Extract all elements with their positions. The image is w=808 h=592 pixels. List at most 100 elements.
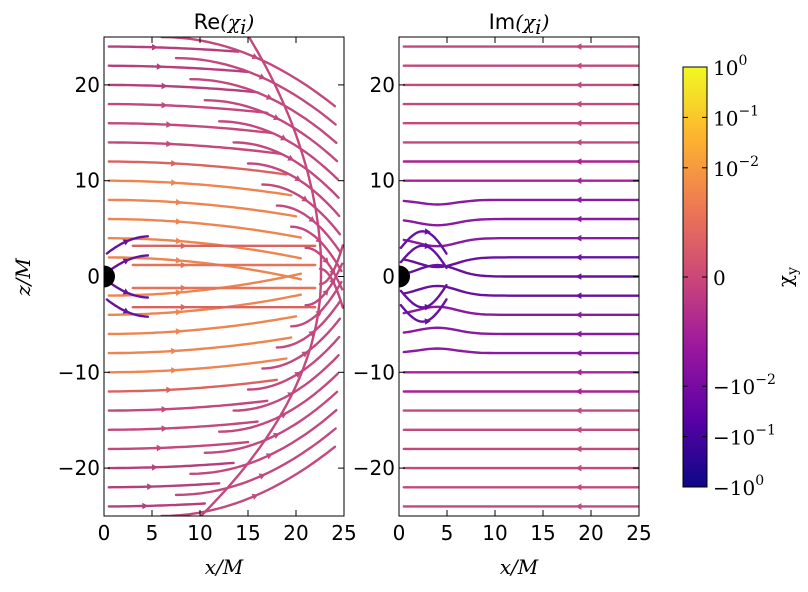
flow-arrow: [171, 179, 178, 186]
streamline: [107, 45, 240, 53]
streamline: [174, 427, 337, 497]
streamline: [318, 244, 344, 286]
streamline: [402, 237, 639, 248]
panel-a-title: Re(χi): [194, 10, 255, 39]
flow-arrow: [180, 303, 187, 311]
flow-arrow: [151, 464, 158, 471]
streamline: [107, 482, 221, 489]
x-tick-label: 25: [331, 521, 356, 545]
inner-streamline: [399, 230, 448, 255]
colorbar-tick-label: −10−1: [713, 423, 776, 450]
streamline: [107, 256, 302, 281]
streamline: [189, 409, 338, 475]
flow-arrow: [166, 140, 173, 148]
streamline: [232, 141, 340, 199]
flow-arrow: [308, 215, 316, 223]
flow-arrow: [122, 288, 130, 295]
x-tick-label: 10: [187, 521, 212, 545]
streamlines-im: [399, 43, 639, 510]
flow-arrow: [175, 256, 182, 264]
streamline: [402, 347, 639, 355]
streamline: [246, 162, 341, 218]
flow-arrow: [280, 412, 287, 419]
colorbar-ticks: 100 10−1 10−2 0 −10−2 −10−1 −100: [683, 53, 776, 500]
flow-arrow: [287, 154, 295, 161]
flow-arrow: [575, 292, 582, 299]
streamline: [160, 445, 337, 516]
flow-arrow: [161, 82, 168, 90]
x-tick-label: 0: [393, 521, 406, 545]
flow-arrow: [424, 228, 431, 235]
streamline: [402, 217, 639, 227]
colorbar-tick-label: −10−2: [713, 372, 776, 399]
flow-arrow: [575, 215, 582, 223]
flow-arrow: [294, 175, 302, 182]
flow-arrow: [122, 307, 130, 314]
flow-arrow: [142, 502, 149, 510]
flow-arrow: [151, 43, 158, 51]
streamline: [203, 390, 339, 454]
streamline: [107, 198, 298, 218]
streamline: [107, 336, 293, 355]
y-tick-label: 20: [370, 73, 395, 97]
flow-arrow: [175, 218, 182, 225]
flow-arrow: [175, 198, 182, 206]
flow-arrow: [273, 432, 280, 439]
flow-arrow: [575, 158, 582, 165]
streamline: [402, 284, 639, 297]
flow-arrow: [265, 93, 273, 100]
flow-arrow: [575, 119, 582, 127]
streamline: [261, 183, 342, 236]
streamline: [107, 237, 302, 260]
streamline: [218, 120, 339, 181]
flow-arrow: [171, 367, 178, 374]
streamline: [160, 37, 337, 108]
flow-arrow: [301, 195, 309, 202]
colorbar: 100 10−1 10−2 0 −10−2 −10−1 −100 χy: [682, 53, 801, 500]
streamline: [275, 299, 342, 349]
flow-arrow: [424, 318, 431, 325]
y-tick-label: 10: [370, 169, 395, 193]
streamline: [107, 399, 269, 412]
flow-arrow: [329, 268, 336, 276]
streamline: [107, 83, 259, 94]
flow-arrow: [424, 242, 431, 250]
streamline: [107, 357, 288, 374]
flow-arrow: [575, 388, 582, 395]
flow-arrow: [161, 406, 168, 413]
x-tick-label: 20: [578, 521, 603, 545]
streamline: [275, 204, 342, 254]
colorbar-tick-label: 10−2: [713, 154, 759, 181]
x-tick-label: 15: [530, 521, 555, 545]
separatrix: [199, 37, 323, 516]
streamline: [261, 317, 342, 370]
flow-arrow: [322, 257, 329, 264]
flow-arrow: [156, 63, 163, 70]
flow-arrow: [251, 53, 259, 60]
flow-arrow: [180, 261, 187, 269]
flow-arrow: [122, 258, 130, 265]
streamline: [402, 305, 639, 316]
flow-arrow: [322, 289, 329, 296]
colorbar-tick-label: 100: [713, 53, 747, 80]
colorbar-tick-label: −100: [713, 473, 764, 500]
flow-arrow: [287, 392, 295, 399]
y-tick-label: 20: [75, 73, 100, 97]
panel-a-ticks: 0 5 10 15 20 25 20 10 0 −10 −20: [58, 37, 357, 545]
flow-arrow: [575, 254, 582, 261]
flow-arrow: [575, 445, 582, 453]
flow-arrow: [161, 425, 168, 432]
streamline: [107, 179, 293, 197]
inner-streamline: [399, 244, 448, 270]
flow-arrow: [575, 407, 582, 414]
flow-arrow: [166, 386, 173, 394]
streamline: [218, 372, 339, 433]
flow-arrow: [575, 311, 582, 319]
streamline: [107, 64, 250, 74]
streamline: [246, 335, 341, 391]
flow-arrow: [575, 464, 582, 472]
flow-arrow: [424, 303, 431, 311]
y-tick-label: −20: [353, 456, 395, 480]
flow-arrow: [575, 100, 582, 108]
flow-arrow: [575, 369, 582, 376]
